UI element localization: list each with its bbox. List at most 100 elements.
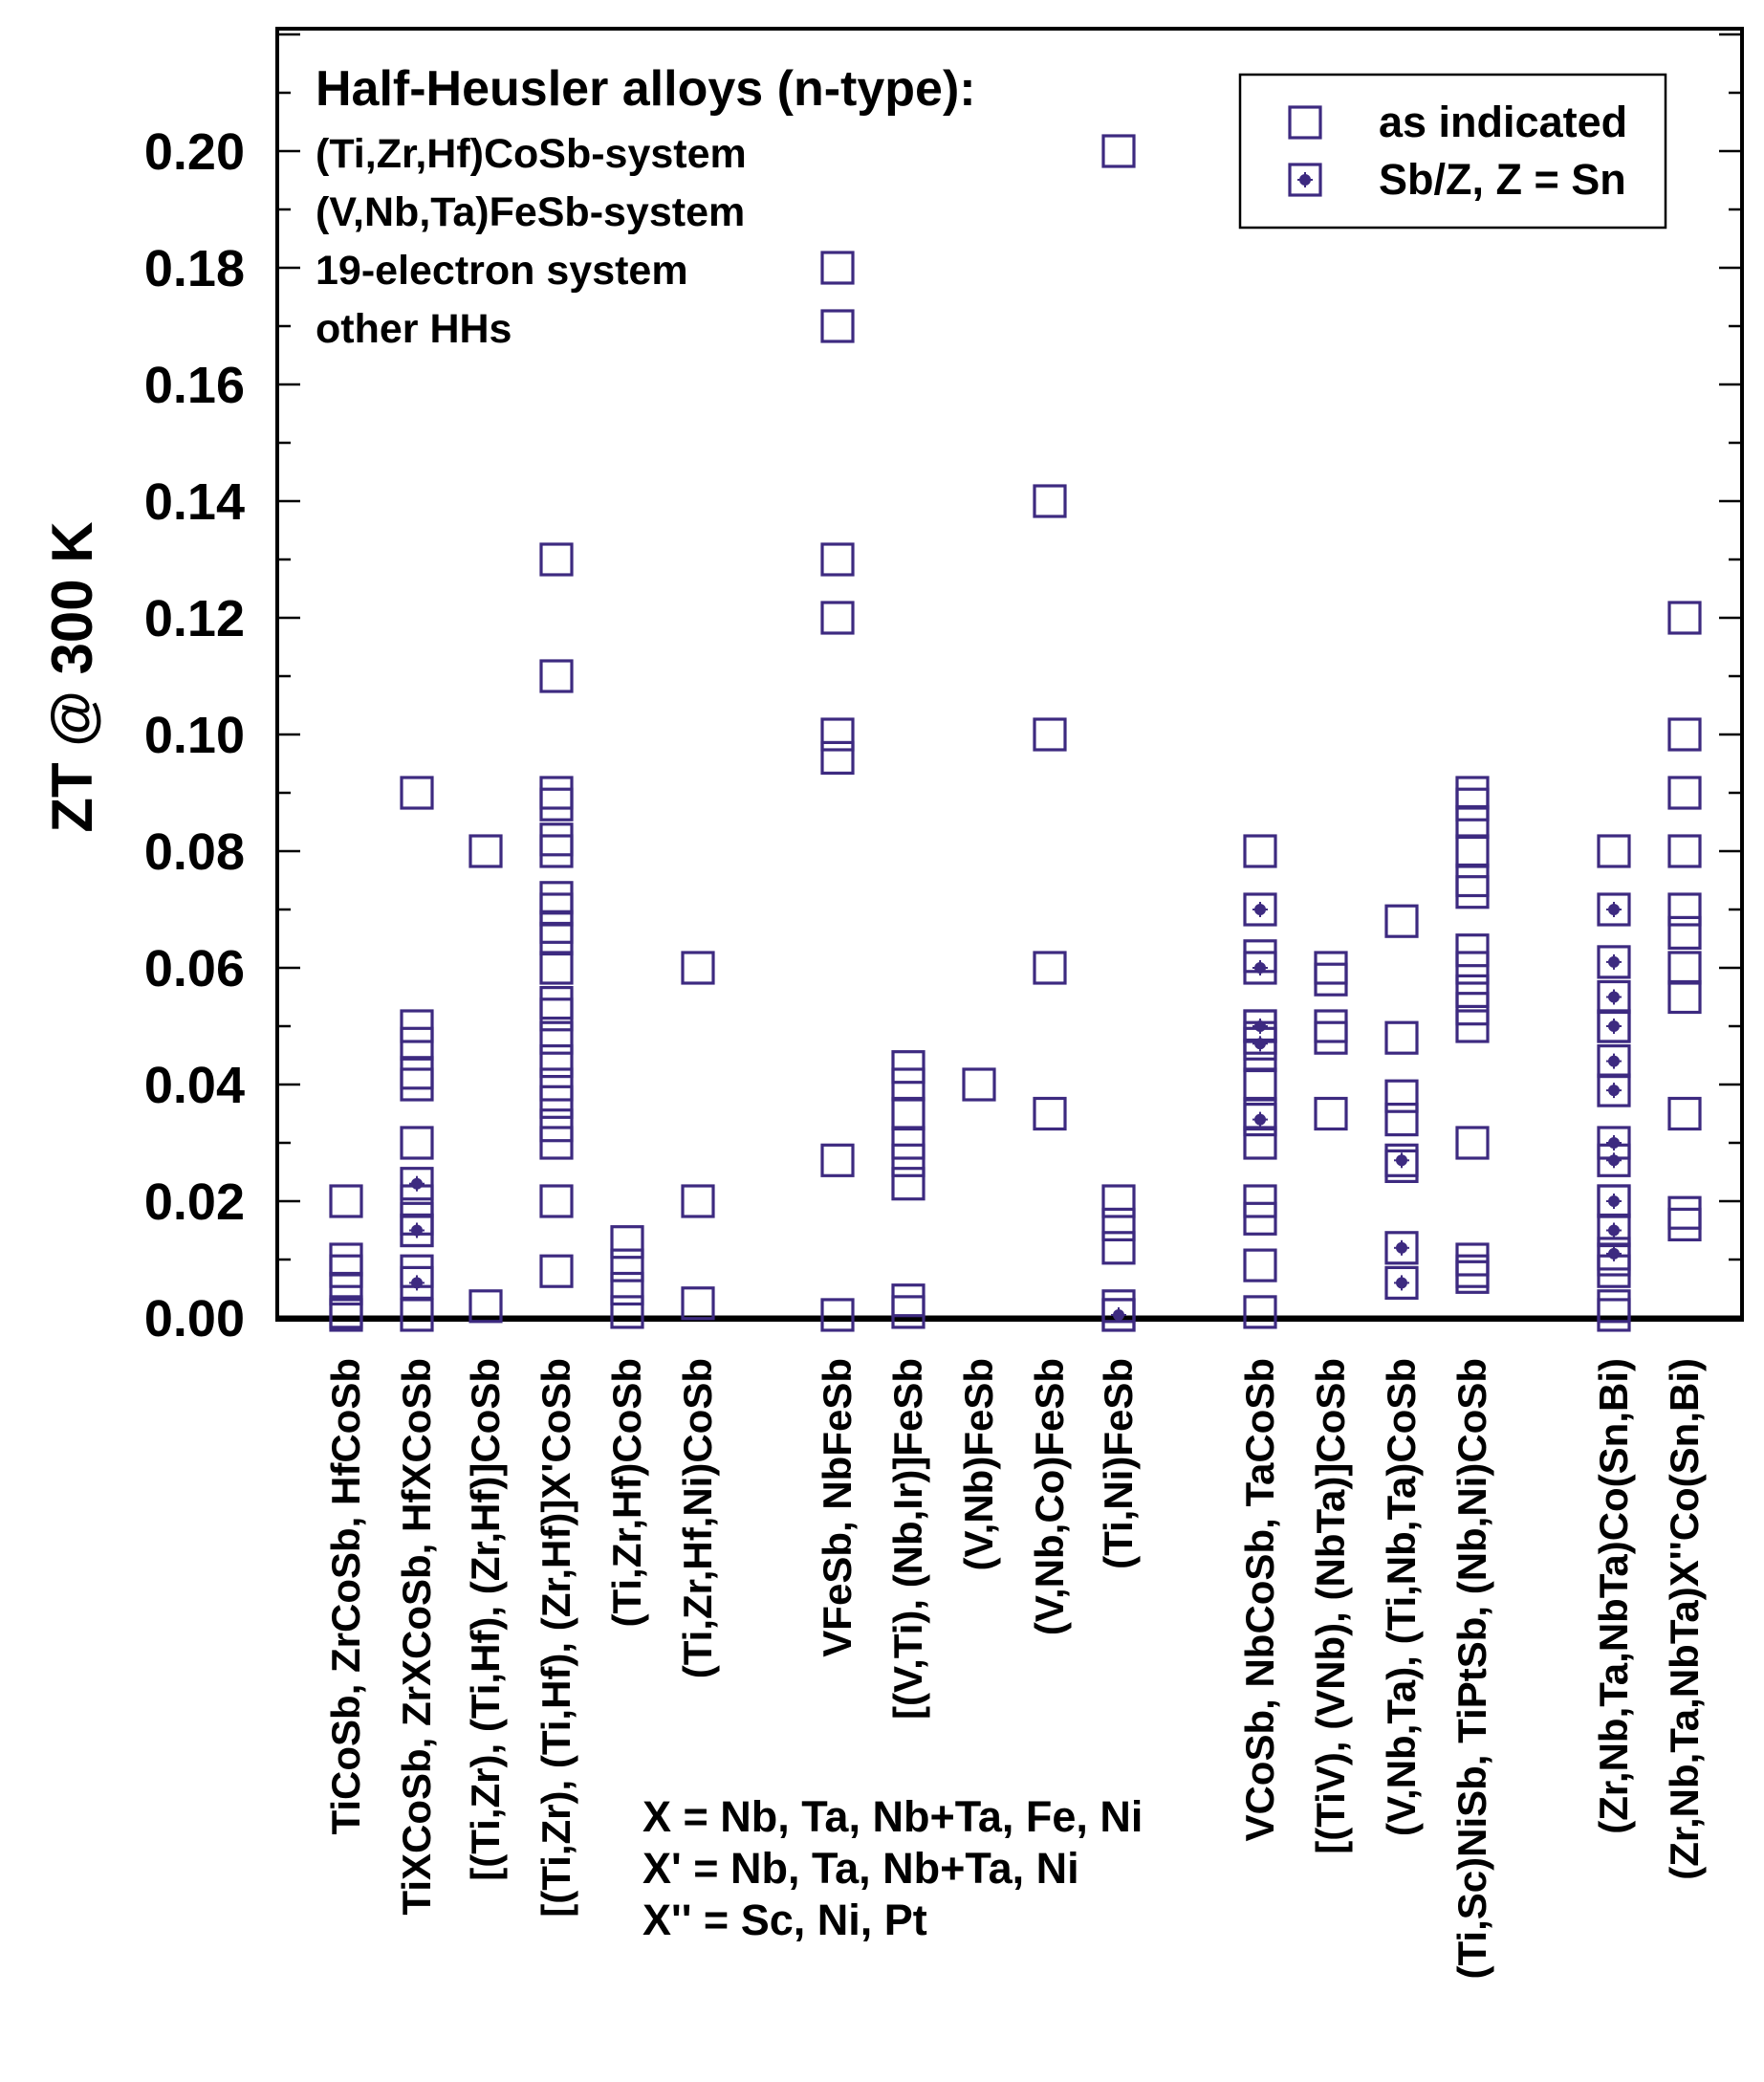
- marker-square: [891, 1295, 926, 1329]
- data-point-sn: [400, 1265, 434, 1301]
- data-point: [539, 1254, 574, 1288]
- marker-square: [820, 1143, 855, 1177]
- marker-square: [1243, 1102, 1277, 1137]
- data-point: [1101, 1231, 1136, 1265]
- marker-square: [1243, 1248, 1277, 1282]
- data-point: [1667, 1096, 1702, 1131]
- marker-square: [400, 1009, 434, 1043]
- marker-square: [610, 1271, 644, 1306]
- x-category-label: (V,Nb,Ta), (Ti,Nb,Ta)CoSb: [1379, 1358, 1424, 1836]
- marker-square: [1243, 1184, 1277, 1218]
- data-point: [1667, 979, 1702, 1015]
- marker-square: [1455, 974, 1490, 1009]
- marker-square: [329, 1298, 363, 1332]
- marker-square: [1667, 601, 1702, 635]
- data-point-sn: [400, 1167, 434, 1201]
- x-category-label: [(Ti,Zr), (Ti,Hf), (Zr,Hf)]X'CoSb: [534, 1358, 578, 1918]
- chart-subtitle-line: (Ti,Zr,Hf)CoSb-system: [316, 131, 747, 177]
- marker-square: [820, 717, 855, 752]
- data-point: [820, 1298, 855, 1332]
- data-point: [1667, 601, 1702, 635]
- data-point: [820, 1143, 855, 1177]
- data-point: [539, 787, 574, 822]
- marker-square: [1243, 892, 1277, 927]
- data-point: [329, 1184, 363, 1218]
- x-category-label: (V,Nb,Co)FeSb: [1027, 1358, 1072, 1635]
- marker-square: [1455, 1009, 1490, 1043]
- data-point: [1033, 951, 1067, 985]
- data-point: [820, 309, 855, 343]
- marker-square: [468, 834, 503, 868]
- marker-square: [1667, 717, 1702, 752]
- marker-square: [1101, 1207, 1136, 1242]
- marker-square: [539, 1085, 574, 1119]
- data-point: [400, 776, 434, 810]
- y-tick-label: 0.06: [144, 940, 245, 997]
- data-point: [1667, 776, 1702, 810]
- marker-square: [1314, 1096, 1348, 1131]
- marker-square: [400, 1067, 434, 1102]
- data-point: [1243, 1295, 1277, 1329]
- marker-square: [1314, 1020, 1348, 1055]
- marker-square: [1455, 933, 1490, 968]
- data-point: [1314, 1096, 1348, 1131]
- marker-square: [539, 659, 574, 693]
- marker-square: [1667, 892, 1702, 927]
- data-point: [1101, 1184, 1136, 1218]
- y-tick-label: 0.20: [144, 123, 245, 181]
- x-category-label: (Zr,Nb,Ta,NbTa)Co(Sn,Bi): [1591, 1358, 1636, 1834]
- x-category-label: [(TiV), (VNb), (NbTa)]CoSb: [1308, 1358, 1353, 1854]
- data-point: [681, 1286, 715, 1321]
- data-point: [681, 1184, 715, 1218]
- data-point: [1384, 904, 1419, 938]
- data-point: [539, 1020, 574, 1055]
- marker-square: [681, 951, 715, 985]
- data-point: [1384, 1102, 1419, 1137]
- y-axis-ticks: [277, 33, 1742, 1321]
- data-point: [610, 1225, 644, 1260]
- marker-square: [468, 1289, 503, 1324]
- x-category-label: VFeSb, NbFeSb: [815, 1358, 860, 1657]
- data-point: [1455, 1126, 1490, 1160]
- chart-subtitle: (Ti,Zr,Hf)CoSb-system (V,Nb,Ta)FeSb-syste…: [316, 131, 747, 352]
- marker-square: [1243, 1201, 1277, 1236]
- y-tick-label: 0.04: [144, 1057, 245, 1114]
- data-point-sn: [1597, 1237, 1631, 1271]
- data-point-sn: [1384, 1231, 1419, 1265]
- data-point: [891, 1167, 926, 1201]
- marker-square: [539, 1254, 574, 1288]
- data-point: [1455, 787, 1490, 822]
- legend-label: Sb/Z, Z = Sn: [1379, 155, 1626, 204]
- y-tick-label: 0.12: [144, 590, 245, 647]
- data-point: [820, 717, 855, 752]
- data-point: [400, 1009, 434, 1043]
- data-point: [468, 1289, 503, 1324]
- marker-square: [1597, 1237, 1631, 1271]
- data-markers: [329, 134, 1702, 1332]
- data-point: [820, 601, 855, 635]
- data-point-sn: [1597, 1009, 1631, 1043]
- data-point: [1667, 915, 1702, 951]
- data-point: [1455, 875, 1490, 910]
- data-point: [1597, 834, 1631, 868]
- marker-square: [329, 1271, 363, 1306]
- marker-square: [820, 251, 855, 285]
- data-point: [1033, 717, 1067, 752]
- marker-square: [1597, 834, 1631, 868]
- chart-title: Half-Heusler alloys (n-type):: [316, 61, 976, 117]
- marker-square: [1384, 1020, 1419, 1055]
- annotation-line: X = Nb, Ta, Nb+Ta, Fe, Ni: [642, 1792, 1143, 1841]
- data-point: [539, 834, 574, 868]
- y-axis-label: ZT @ 300 K: [40, 521, 104, 832]
- data-point-sn: [1597, 892, 1631, 927]
- data-point: [539, 659, 574, 693]
- marker-square: [539, 997, 574, 1032]
- marker-square: [1597, 945, 1631, 979]
- marker-square: [1243, 1295, 1277, 1329]
- data-point: [329, 1254, 363, 1288]
- data-point: [1455, 933, 1490, 968]
- data-point: [539, 1085, 574, 1119]
- data-point: [1033, 484, 1067, 518]
- legend-label: as indicated: [1379, 98, 1627, 146]
